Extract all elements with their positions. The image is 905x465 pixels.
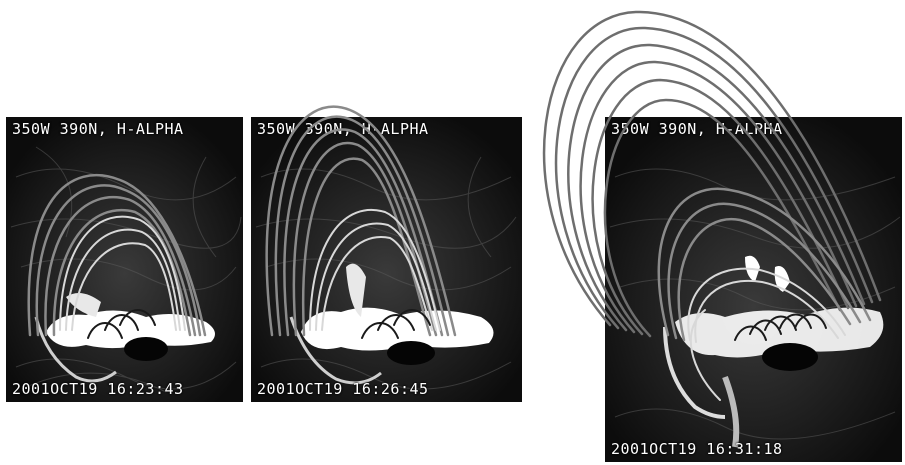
solar-texture-1 — [6, 117, 243, 402]
solar-texture-2 — [251, 117, 522, 402]
halpha-image-panel-3: 350W 390N, H-ALPHA 2001OCT19 16:31:18 — [605, 117, 902, 462]
panel-timestamp: 2001OCT19 16:23:43 — [12, 380, 184, 398]
solar-texture-3 — [605, 117, 902, 462]
panel-header: 350W 390N, H-ALPHA — [611, 120, 783, 138]
halpha-image-panel-2: 350W 390N, H-ALPHA 2001OCT19 16:26:45 — [251, 117, 522, 402]
panel-header: 350W 390N, H-ALPHA — [12, 120, 184, 138]
panel-timestamp: 2001OCT19 16:31:18 — [611, 440, 783, 458]
panel-header: 350W 390N, H-ALPHA — [257, 120, 429, 138]
panel-timestamp: 2001OCT19 16:26:45 — [257, 380, 429, 398]
halpha-image-panel-1: 350W 390N, H-ALPHA 2001OCT19 16:23:43 — [6, 117, 243, 402]
